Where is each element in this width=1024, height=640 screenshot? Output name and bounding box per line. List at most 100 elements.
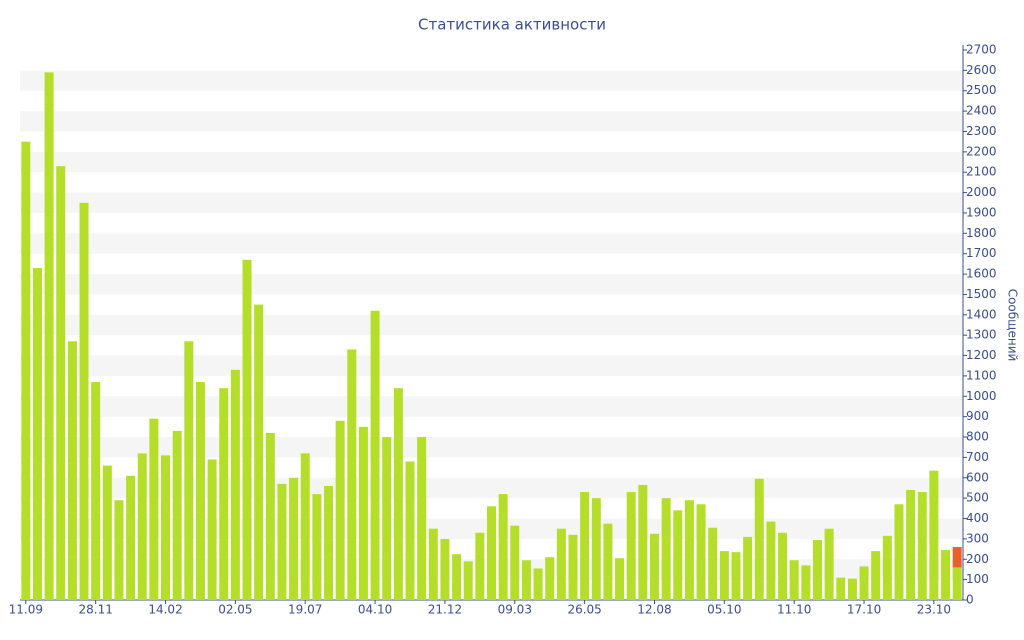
bar bbox=[952, 547, 962, 568]
bar bbox=[102, 465, 112, 600]
grid-band bbox=[20, 233, 963, 254]
bar bbox=[696, 504, 706, 600]
bar bbox=[21, 141, 31, 600]
bar bbox=[568, 534, 578, 600]
grid-band bbox=[20, 355, 963, 376]
grid-band bbox=[20, 274, 963, 295]
y-tick-label: 0 bbox=[966, 593, 974, 607]
x-tick-label: 23.10 bbox=[917, 603, 951, 617]
bar bbox=[114, 500, 124, 600]
bar bbox=[56, 166, 66, 600]
bar bbox=[487, 506, 496, 600]
bar bbox=[498, 494, 508, 600]
bar bbox=[615, 558, 625, 600]
bar bbox=[859, 566, 869, 600]
x-tick-label: 09.03 bbox=[498, 603, 532, 617]
x-tick-label: 05.10 bbox=[707, 603, 741, 617]
bar bbox=[475, 532, 485, 600]
bar bbox=[405, 461, 415, 600]
bar bbox=[452, 554, 462, 600]
bar bbox=[161, 455, 171, 600]
y-tick-label: 2000 bbox=[966, 185, 997, 199]
y-tick-label: 100 bbox=[966, 572, 989, 586]
bar bbox=[254, 304, 264, 600]
bar bbox=[906, 490, 916, 600]
bar bbox=[847, 578, 857, 600]
bar bbox=[521, 560, 531, 600]
y-tick-label: 1500 bbox=[966, 287, 997, 301]
y-tick-label: 200 bbox=[966, 552, 989, 566]
y-tick-label: 300 bbox=[966, 531, 989, 545]
y-tick-label: 500 bbox=[966, 491, 989, 505]
bar bbox=[754, 478, 764, 600]
bar bbox=[801, 565, 811, 600]
bar bbox=[195, 382, 205, 600]
y-tick-label: 1700 bbox=[966, 246, 997, 260]
bar bbox=[545, 557, 555, 600]
bar bbox=[230, 369, 240, 600]
bar bbox=[952, 567, 962, 600]
x-tick-label: 11.10 bbox=[777, 603, 811, 617]
bar bbox=[649, 533, 659, 600]
y-tick-label: 600 bbox=[966, 470, 989, 484]
bar bbox=[207, 459, 217, 600]
bar bbox=[417, 437, 427, 600]
y-tick-label: 1100 bbox=[966, 368, 997, 382]
bar bbox=[126, 475, 136, 600]
bar bbox=[289, 477, 299, 600]
bar bbox=[836, 577, 846, 600]
x-tick-label: 21.12 bbox=[428, 603, 462, 617]
grid-band bbox=[20, 70, 963, 91]
bar bbox=[79, 202, 89, 600]
bar bbox=[673, 510, 683, 600]
bar bbox=[731, 552, 741, 600]
x-tick-label: 12.08 bbox=[637, 603, 671, 617]
x-tick-label: 28.11 bbox=[78, 603, 112, 617]
bar bbox=[603, 523, 613, 600]
bar bbox=[242, 259, 252, 600]
bar bbox=[941, 550, 951, 600]
bar bbox=[871, 551, 881, 600]
bar bbox=[626, 492, 636, 600]
bar bbox=[789, 560, 799, 600]
x-tick-label: 02.05 bbox=[218, 603, 252, 617]
y-tick-label: 2500 bbox=[966, 83, 997, 97]
grid-band bbox=[20, 111, 963, 132]
y-tick-label: 1200 bbox=[966, 348, 997, 362]
x-tick-label: 14.02 bbox=[148, 603, 182, 617]
y-tick-label: 1300 bbox=[966, 328, 997, 342]
bar bbox=[300, 453, 310, 600]
y-tick-label: 900 bbox=[966, 409, 989, 423]
bar bbox=[719, 551, 729, 600]
y-axis-label: Сообщений bbox=[1006, 289, 1020, 362]
bar bbox=[533, 568, 543, 600]
bar bbox=[894, 504, 904, 600]
bar bbox=[684, 500, 694, 600]
x-tick-label: 04.10 bbox=[358, 603, 392, 617]
bar bbox=[591, 498, 601, 600]
bar bbox=[638, 484, 648, 600]
bar bbox=[580, 492, 590, 600]
bar bbox=[812, 539, 822, 600]
bar bbox=[929, 470, 939, 600]
bar bbox=[265, 432, 275, 600]
bar bbox=[510, 525, 520, 600]
x-tick-label: 19.07 bbox=[288, 603, 322, 617]
bar bbox=[556, 528, 566, 600]
bar bbox=[370, 310, 380, 600]
bar bbox=[172, 430, 182, 600]
y-tick-label: 2200 bbox=[966, 144, 997, 158]
y-tick-label: 2100 bbox=[966, 165, 997, 179]
bar bbox=[277, 483, 287, 600]
bar bbox=[708, 527, 718, 600]
bar bbox=[347, 349, 357, 600]
bar bbox=[91, 382, 101, 600]
bar bbox=[312, 494, 322, 600]
bar bbox=[440, 538, 450, 600]
bar bbox=[766, 521, 776, 600]
bar bbox=[824, 528, 834, 600]
bar bbox=[149, 418, 159, 600]
chart-title: Статистика активности bbox=[418, 16, 606, 34]
